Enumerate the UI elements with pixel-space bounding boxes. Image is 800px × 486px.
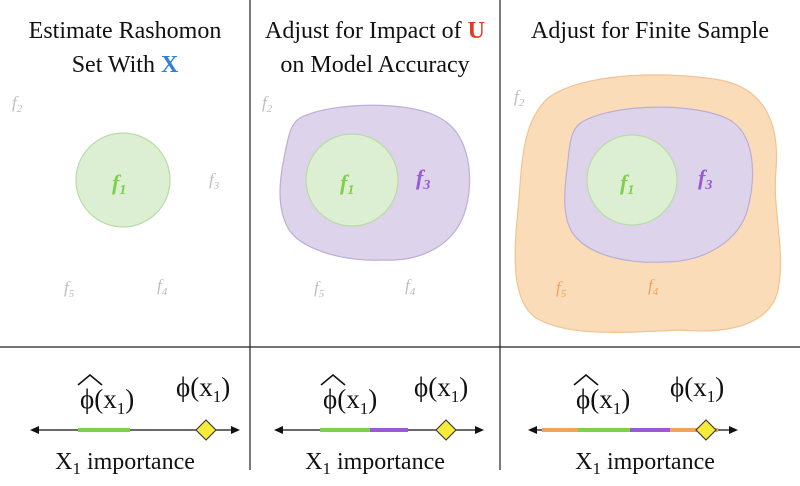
axis-arrow-left [30,426,39,434]
model-label-f3: f3 [698,165,712,193]
panel-1: Estimate Rashomon Set With X f2 f1 f3 f5… [12,18,240,478]
panel-3: Adjust for Finite Sample f2 f1 f3 f5 f4 … [514,18,782,478]
model-label-f1: f1 [340,170,354,198]
true-importance-diamond [695,419,717,441]
model-label-f1: f1 [620,170,634,198]
model-label-f3: f3 [209,170,220,192]
model-label-f4: f4 [157,276,168,298]
axis-label: X1 importance [305,449,445,478]
model-label-f4: f4 [648,276,659,298]
axis-arrow-right [729,426,738,434]
axis-label: X1 importance [55,449,195,478]
rashomon-set-circle [586,134,678,226]
panel-2: Adjust for Impact of U on Model Accuracy… [262,18,485,478]
panel-3-importance: ϕ(x1) ϕ(x1) X1 importance [528,372,738,478]
axis-arrow-left [528,426,537,434]
axis-label: X1 importance [575,449,715,478]
model-label-f2: f2 [262,93,273,115]
hat-mark [77,373,103,386]
phi-hat-label: ϕ(x1) [80,384,134,418]
phi-hat-label: ϕ(x1) [323,384,377,418]
true-importance-diamond [195,419,217,441]
phi-label: ϕ(x1) [414,372,468,406]
rashomon-set-circle [75,132,171,228]
phi-hat-label: ϕ(x1) [576,384,630,418]
axis-arrow-right [475,426,484,434]
axis-arrow-right [231,426,240,434]
panel-2-title-line1: Adjust for Impact of U [265,18,485,44]
panel-3-title-line1: Adjust for Finite Sample [531,18,769,44]
panel-2-importance: ϕ(x1) ϕ(x1) X1 importance [274,372,484,478]
true-importance-diamond [435,419,457,441]
rashomon-set-circle [305,133,399,227]
model-label-f3: f3 [416,165,430,193]
panel-1-title-line2: Set With X [72,52,179,78]
axis-arrow-left [274,426,283,434]
model-label-f1: f1 [112,170,126,198]
panel-2-title-line2: on Model Accuracy [280,52,469,78]
phi-label: ϕ(x1) [176,372,230,406]
hat-mark [320,373,346,386]
x-variable: X [161,52,179,78]
u-variable: U [468,18,485,44]
panel-1-importance: ϕ(x1) ϕ(x1) X1 importance [30,372,240,478]
model-label-f5: f5 [64,278,75,300]
model-label-f2: f2 [12,93,23,115]
phi-label: ϕ(x1) [670,372,724,406]
panel-1-title-line1: Estimate Rashomon [29,18,222,44]
model-label-f5: f5 [314,278,325,300]
model-label-f5: f5 [556,278,567,300]
model-label-f4: f4 [405,276,416,298]
model-label-f2: f2 [514,87,525,109]
hat-mark [573,373,599,386]
